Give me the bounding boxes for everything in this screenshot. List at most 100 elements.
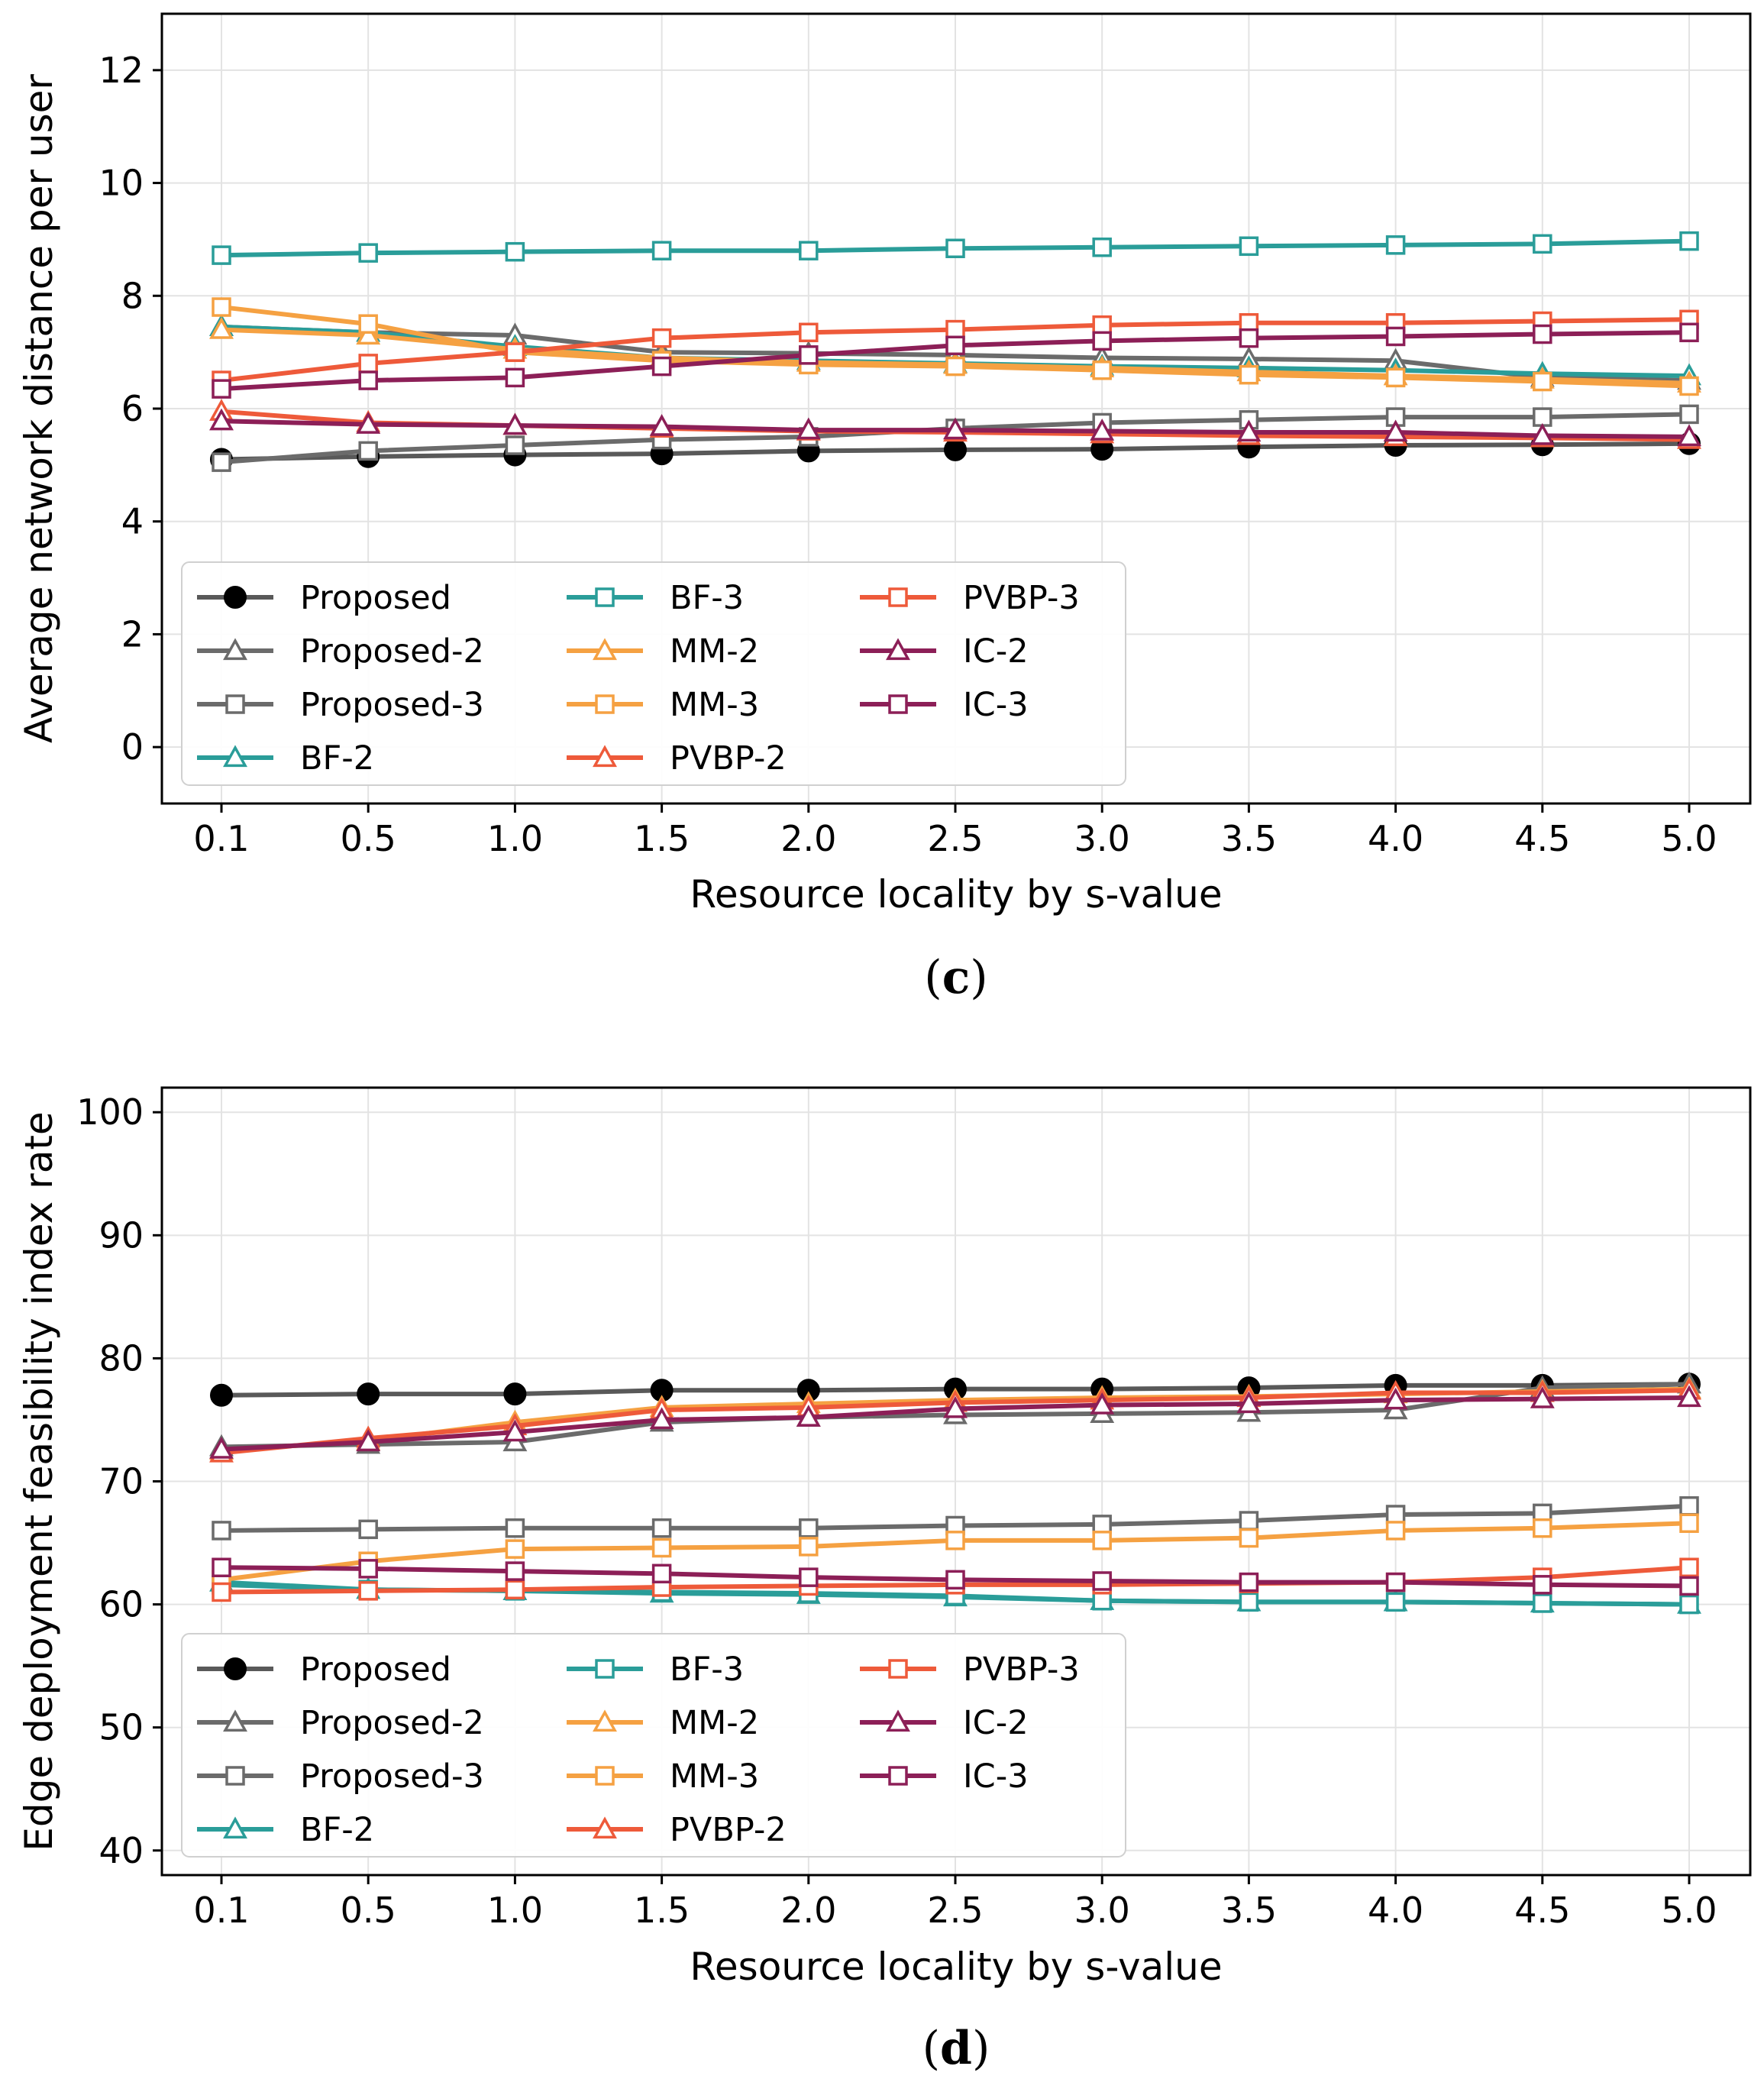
data-point [945, 319, 965, 340]
data-point [1092, 331, 1112, 351]
data-point [799, 1537, 819, 1557]
legend-marker [224, 586, 247, 609]
data-point [1239, 328, 1259, 348]
data-point [357, 1382, 380, 1406]
data-point [356, 1429, 381, 1452]
data-point [1385, 1592, 1406, 1612]
data-point [651, 241, 672, 260]
y-tick-label: 80 [99, 1337, 144, 1379]
data-point [945, 1570, 965, 1590]
legend-marker [223, 638, 247, 661]
data-point [1092, 1571, 1112, 1591]
data-point [212, 297, 231, 317]
x-tick-label: 1.0 [487, 1890, 543, 1931]
y-tick-label: 90 [99, 1214, 144, 1256]
data-point [799, 1518, 819, 1538]
data-point [1236, 419, 1262, 442]
legend-label: IC-3 [963, 686, 1029, 724]
legend-label: PVBP-3 [963, 579, 1080, 617]
legend-label: PVBP-3 [963, 1651, 1080, 1689]
data-point [1385, 1521, 1406, 1541]
data-point [1679, 404, 1699, 425]
data-point [358, 441, 378, 461]
data-point [945, 356, 965, 377]
y-tick-label: 0 [121, 726, 144, 768]
data-point [1679, 231, 1699, 251]
data-point [1679, 1557, 1699, 1578]
data-point [1092, 1531, 1112, 1550]
data-point [358, 243, 378, 263]
x-tick-label: 0.1 [193, 1890, 249, 1931]
data-point [943, 417, 968, 440]
data-point [209, 316, 234, 339]
data-point [1239, 1528, 1259, 1548]
data-point [358, 1581, 378, 1601]
data-point [505, 342, 525, 362]
x-tick-label: 5.0 [1661, 1890, 1717, 1931]
legend-marker [595, 694, 615, 714]
data-point [651, 1518, 672, 1538]
x-tick-label: 4.0 [1368, 1890, 1423, 1931]
data-point [503, 1382, 527, 1406]
data-point [212, 452, 231, 472]
legend-box [181, 1633, 1126, 1858]
x-tick-label: 1.5 [634, 818, 690, 859]
series-pvbp-3 [212, 309, 1699, 390]
legend-item-pvbp-2: PVBP-2 [567, 1811, 787, 1849]
y-tick-label: 40 [99, 1830, 144, 1871]
data-point [1533, 1593, 1552, 1613]
legend-item-pvbp-2: PVBP-2 [567, 739, 787, 778]
legend-label: PVBP-2 [670, 739, 787, 778]
data-point [505, 1561, 525, 1581]
legend-marker [223, 745, 247, 768]
data-point [1092, 1591, 1112, 1611]
series-ic-3 [212, 1557, 1699, 1596]
legend-label: MM-2 [670, 632, 759, 671]
legend-box [181, 561, 1126, 786]
data-point [1533, 1575, 1552, 1595]
data-point [1677, 1385, 1701, 1408]
data-point [502, 412, 528, 435]
legend-marker [595, 1659, 615, 1679]
x-tick-label: 4.0 [1368, 818, 1423, 859]
legend-item-mm-2: MM-2 [567, 1704, 759, 1742]
data-point [209, 408, 234, 431]
legend-label: Proposed [300, 1651, 451, 1689]
data-point [1092, 361, 1112, 380]
y-tick-label: 60 [99, 1584, 144, 1625]
data-point [358, 370, 378, 390]
data-point [1679, 1594, 1699, 1615]
legend-label: BF-2 [300, 739, 374, 778]
legend-label: Proposed-3 [300, 686, 484, 724]
data-point [1385, 367, 1406, 388]
data-point [1239, 1572, 1259, 1592]
data-point [505, 241, 525, 262]
caption-close: ) [972, 2022, 990, 2075]
legend-marker [593, 745, 617, 768]
legend-label: PVBP-2 [670, 1811, 787, 1849]
x-tick-label: 2.0 [780, 1890, 836, 1931]
legend-item-mm-3: MM-3 [567, 1757, 759, 1796]
y-tick-label: 100 [76, 1091, 144, 1133]
data-point [1239, 364, 1259, 385]
data-point [799, 1567, 819, 1587]
legend-label: MM-2 [670, 1704, 759, 1742]
x-tick-label: 3.5 [1221, 818, 1277, 859]
data-point [505, 367, 525, 388]
data-point [502, 1419, 528, 1442]
legend-label: IC-2 [963, 1704, 1029, 1742]
series-ic-2 [209, 1385, 1701, 1459]
data-point [1679, 322, 1699, 343]
data-point [1092, 238, 1112, 257]
data-point [651, 328, 672, 348]
x-tick-label: 0.1 [193, 818, 249, 859]
legend-item-ic-3: IC-3 [860, 1757, 1029, 1796]
data-point [505, 1580, 525, 1600]
legend-marker [888, 587, 908, 607]
data-point [505, 1539, 525, 1559]
legend-label: Proposed-2 [300, 1704, 484, 1742]
data-point [1385, 235, 1406, 255]
data-point [1385, 1572, 1406, 1592]
legend-marker [595, 1766, 615, 1786]
legend-item-proposed: Proposed [197, 1651, 451, 1689]
